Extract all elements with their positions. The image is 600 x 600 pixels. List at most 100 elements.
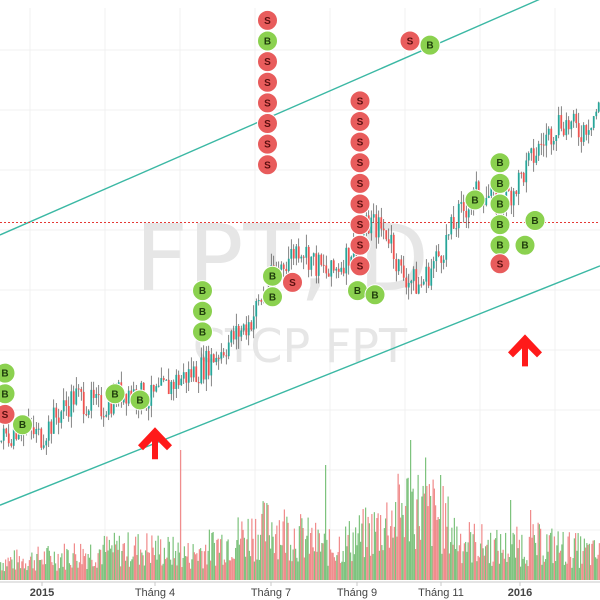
candle-body [565, 120, 568, 136]
volume-bar [238, 544, 240, 580]
candle-body [282, 264, 285, 269]
volume-bar [412, 488, 414, 580]
candle-body [562, 128, 565, 136]
volume-bar [27, 566, 29, 580]
candle-body [50, 421, 53, 434]
candle-body [397, 259, 400, 272]
volume-bar [275, 534, 277, 580]
volume-bar [262, 501, 264, 580]
volume-bar [378, 550, 380, 580]
volume-bar [462, 551, 464, 580]
candle-body [432, 261, 435, 269]
candle-body [2, 428, 5, 441]
volume-bar [256, 559, 258, 580]
volume-bar [477, 555, 479, 580]
candle-body [440, 256, 443, 263]
volume-bar [542, 555, 544, 580]
signal-label: B [496, 158, 503, 169]
candle-body [510, 190, 513, 206]
volume-bar [565, 561, 567, 580]
volume-bar [22, 558, 24, 580]
volume-bar [286, 516, 288, 580]
volume-bar [163, 547, 165, 580]
volume-bar [197, 560, 199, 580]
volume-bar [53, 551, 55, 580]
volume-bar [245, 556, 247, 580]
volume-bar [93, 566, 95, 580]
volume-bar [92, 566, 94, 580]
volume-bar [440, 475, 442, 580]
volume-bar [187, 543, 189, 580]
volume-bar [358, 515, 360, 580]
signal-circle [262, 265, 283, 287]
volume-bar [35, 570, 37, 580]
buy-signal-marker: B [489, 193, 511, 215]
candle-body [257, 300, 260, 302]
sell-signal-marker: S [349, 131, 371, 153]
volume-bar [410, 440, 412, 580]
volume-bar [581, 563, 583, 580]
candle-body [290, 248, 293, 259]
volume-bar [325, 465, 327, 580]
candle-body [200, 357, 203, 384]
volume-bar [3, 571, 5, 580]
volume-bar [425, 457, 427, 580]
volume-bar [517, 548, 519, 580]
volume-bar [136, 554, 138, 580]
volume-bar [393, 526, 395, 580]
volume-bar [32, 568, 34, 580]
trend-channel[interactable] [0, 0, 600, 506]
candle-body [570, 121, 573, 130]
signal-label: S [497, 259, 504, 270]
volume-bar [417, 474, 419, 580]
volume-bar [407, 477, 409, 580]
candle-body [95, 394, 98, 398]
signal-circle [419, 34, 441, 56]
volume-bar [17, 562, 19, 580]
volume-bars [0, 440, 600, 580]
volume-bar [546, 534, 548, 580]
volume-bar [421, 496, 423, 580]
volume-bar [251, 518, 253, 580]
volume-bar [263, 502, 265, 580]
volume-bar [408, 541, 410, 580]
volume-bar [131, 559, 133, 580]
sell-signal-marker: S [349, 110, 371, 132]
volume-bar [367, 516, 369, 580]
candle-body [580, 137, 583, 142]
signal-circle [489, 172, 511, 194]
candle-body [370, 217, 373, 234]
candle-body [40, 428, 43, 448]
volume-bar [537, 522, 539, 580]
volume-bar [201, 550, 203, 580]
volume-bar [30, 556, 32, 580]
volume-bar [75, 554, 77, 580]
candle-body [552, 140, 555, 145]
signal-circle [349, 131, 371, 153]
buy-signal-marker: B [262, 265, 283, 287]
candle-body [55, 407, 58, 418]
volume-bar [270, 548, 272, 580]
volume-bar [502, 549, 504, 580]
volume-bar [232, 558, 234, 580]
volume-bar [511, 544, 513, 580]
candle-body [15, 429, 18, 440]
volume-bar [351, 561, 353, 580]
candle-body [70, 391, 73, 417]
volume-bar [490, 532, 492, 580]
candle-body [5, 428, 8, 434]
candle-body [97, 394, 100, 396]
time-tick-label: Tháng 4 [135, 587, 175, 599]
candle-body [310, 256, 313, 270]
candle-body [555, 135, 558, 141]
volume-bar [273, 553, 275, 580]
candle-body [212, 354, 215, 363]
volume-bar [202, 568, 204, 580]
candle-body [230, 331, 233, 343]
volume-bar [192, 544, 194, 580]
buy-signal-marker: B [192, 321, 213, 343]
candle-body [175, 374, 178, 389]
volume-bar [426, 485, 428, 580]
volume-bar [180, 450, 182, 580]
